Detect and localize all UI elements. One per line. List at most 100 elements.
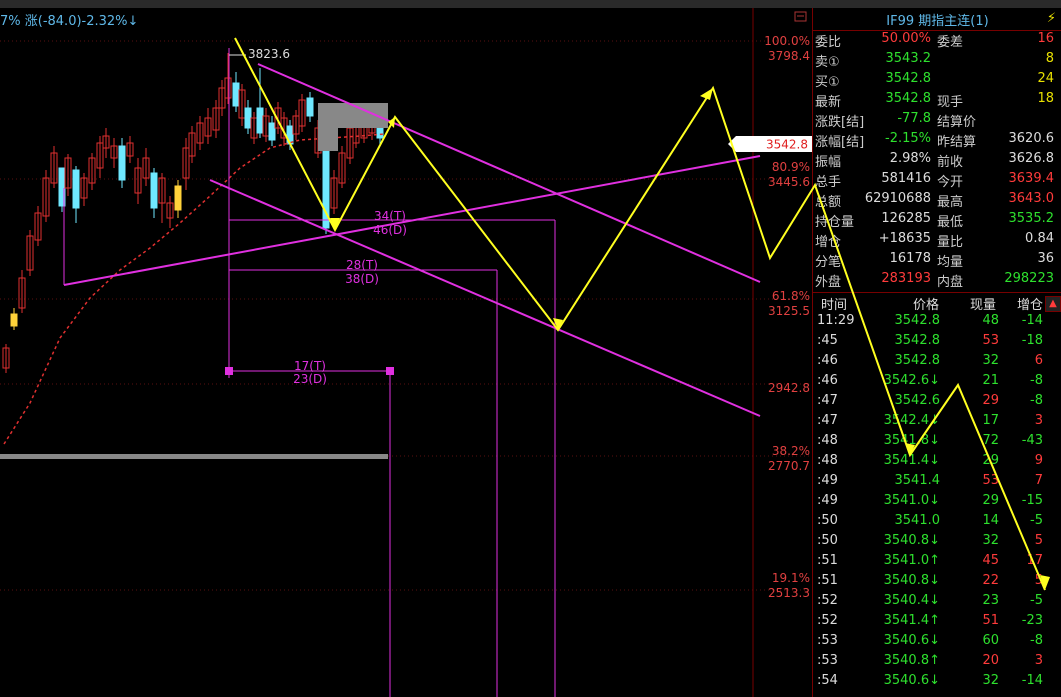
tick-price: 3540.8↓	[883, 573, 940, 588]
quote-label: 昨结算	[937, 135, 977, 150]
quote-value: 3639.4	[1008, 171, 1055, 186]
tick-row[interactable]: :50 3540.8↓ 32 5	[813, 532, 1061, 551]
tick-price: 3541.4↓	[883, 453, 940, 468]
quote-label: 委差	[937, 35, 964, 50]
quote-value: +18635	[878, 231, 931, 246]
quote-row: 最新 3542.8 现手 18	[813, 90, 1061, 110]
quote-label: 今开	[937, 175, 964, 190]
tick-row[interactable]: :53 3540.6↓ 60 -8	[813, 632, 1061, 651]
quote-value: 18	[1037, 91, 1054, 106]
candle-body	[150, 172, 158, 209]
tick-row[interactable]: :45 3542.8 53 -18	[813, 332, 1061, 351]
tick-time: :49	[817, 493, 838, 508]
tick-row[interactable]: :46 3542.6↓ 21 -8	[813, 372, 1061, 391]
tick-row[interactable]: :47 3542.4↓ 17 3	[813, 412, 1061, 431]
tick-time: :47	[817, 413, 838, 428]
tick-row[interactable]: :51 3540.8↓ 22 5	[813, 572, 1061, 591]
tick-time: :47	[817, 393, 838, 408]
tick-time: :53	[817, 633, 838, 648]
candle-body	[18, 277, 26, 309]
col-volume: 现量	[970, 298, 997, 313]
quote-label: 前收	[937, 155, 964, 170]
tick-row[interactable]: :48 3541.8↓ 72 -43	[813, 432, 1061, 451]
tick-time: :52	[817, 613, 838, 628]
quote-row: 总额 62910688 最高 3643.0	[813, 190, 1061, 210]
quote-label: 量比	[937, 235, 964, 250]
candle-body	[196, 122, 204, 144]
tick-row[interactable]: 11:29 3542.8 48 -14	[813, 312, 1061, 331]
tick-time: :52	[817, 593, 838, 608]
candle-body	[306, 97, 314, 117]
tick-time: 11:29	[817, 313, 855, 328]
quote-label: 振幅	[815, 155, 842, 170]
axis-price-label: 3125.5	[768, 304, 810, 318]
quote-row: 委比 50.00% 委差 16	[813, 30, 1061, 50]
quote-row: 总手 581416 今开 3639.4	[813, 170, 1061, 190]
current-price-tag: 3542.8	[728, 136, 812, 152]
tick-price: 3540.8↓	[883, 533, 940, 548]
axis-price-label: 2770.7	[768, 459, 810, 473]
tick-header: 时间 价格 现量 增仓	[813, 293, 1061, 313]
change-summary: 7% 涨(-84.0)-2.32%↓	[0, 14, 139, 29]
tick-row[interactable]: :52 3541.4↑ 51 -23	[813, 612, 1061, 631]
tick-volume: 53	[982, 333, 999, 348]
tick-row[interactable]: :47 3542.6 29 -8	[813, 392, 1061, 411]
tick-row[interactable]: :51 3541.0↑ 45 17	[813, 552, 1061, 571]
quote-value: 126285	[881, 211, 931, 226]
candle-body	[96, 142, 104, 169]
quote-label: 增仓	[815, 235, 842, 250]
quote-label: 分笔	[815, 255, 842, 270]
tick-volume: 14	[982, 513, 999, 528]
tick-row[interactable]: :48 3541.4↓ 29 9	[813, 452, 1061, 471]
candlestick-chart[interactable]: 34(T)46(D) 28(T)38(D) 17(T)23(D) 3823.6 100…	[0, 8, 812, 697]
col-open-interest: 增仓	[1017, 298, 1044, 313]
tick-price: 3541.0↓	[883, 493, 940, 508]
axis-percent-label: 61.8%	[772, 289, 810, 303]
candle-body	[232, 82, 240, 107]
tick-price: 3542.8	[894, 313, 941, 328]
tick-price: 3541.4↑	[883, 613, 940, 628]
tick-time: :46	[817, 353, 838, 368]
tick-time: :46	[817, 373, 838, 388]
scroll-up-button[interactable]: ▲	[1045, 296, 1061, 312]
tick-price: 3541.4	[894, 473, 941, 488]
axis-percent-label: 100.0%	[764, 34, 810, 48]
tick-row[interactable]: :50 3541.0 14 -5	[813, 512, 1061, 531]
tick-oi-change: 5	[1034, 573, 1043, 588]
lightning-icon[interactable]: ⚡	[1046, 11, 1056, 26]
cycle-t-label: 17(T)	[294, 359, 326, 373]
quote-value: -77.8	[897, 111, 931, 126]
tick-volume: 32	[982, 353, 999, 368]
tick-row[interactable]: :53 3540.8↑ 20 3	[813, 652, 1061, 671]
tick-oi-change: -14	[1021, 313, 1043, 328]
candle-body	[142, 157, 150, 179]
tick-oi-change: -15	[1021, 493, 1043, 508]
tick-time: :48	[817, 433, 838, 448]
contract-title[interactable]: IF99 期指主连(1)	[886, 14, 989, 29]
quote-label: 总手	[815, 175, 842, 190]
tick-row[interactable]: :52 3540.4↓ 23 -5	[813, 592, 1061, 611]
quote-label: 委比	[815, 35, 842, 50]
tick-row[interactable]: :46 3542.8 32 6	[813, 352, 1061, 371]
quote-row: 涨幅[结] -2.15% 昨结算 3620.6	[813, 130, 1061, 150]
tick-oi-change: -14	[1021, 673, 1043, 688]
quote-value: 16	[1037, 31, 1054, 46]
candle-body	[102, 135, 110, 149]
tick-time: :50	[817, 533, 838, 548]
candle-body	[72, 169, 80, 209]
candle-body	[50, 152, 58, 184]
quote-label: 结算价	[937, 115, 977, 130]
candle-body	[126, 142, 134, 157]
tick-price: 3542.8	[894, 333, 941, 348]
candle-body	[80, 177, 88, 199]
tick-row[interactable]: :49 3541.4 53 7	[813, 472, 1061, 491]
quote-value: 3542.8	[885, 91, 932, 106]
tick-oi-change: -5	[1030, 593, 1043, 608]
tick-row[interactable]: :49 3541.0↓ 29 -15	[813, 492, 1061, 511]
col-time: 时间	[821, 298, 848, 313]
tick-row[interactable]: :54 3540.6↓ 32 -14	[813, 672, 1061, 691]
cycle-d-label: 46(D)	[373, 223, 407, 237]
candle-body	[166, 202, 174, 219]
candle-body	[268, 122, 276, 141]
tick-time: :45	[817, 333, 838, 348]
